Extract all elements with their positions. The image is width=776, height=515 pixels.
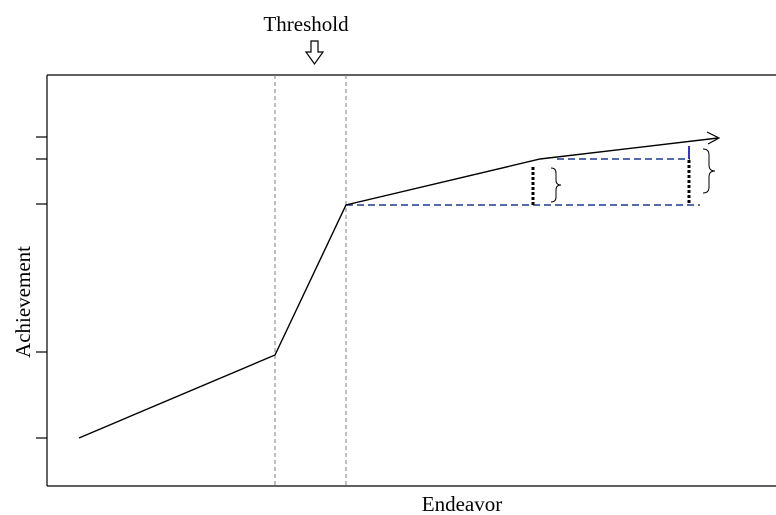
x-axis-label: Endeavor — [422, 492, 502, 515]
first-gap-brace-icon — [550, 167, 562, 203]
threshold-title: Threshold — [263, 12, 349, 36]
y-axis-label: Achievement — [11, 246, 35, 358]
second-gap-brace-icon — [702, 148, 716, 194]
threshold-pointer-icon — [304, 40, 325, 66]
y-axis-ticks — [36, 136, 47, 439]
curve-end-arrowhead-icon — [706, 131, 721, 145]
achievement-curve — [78, 137, 719, 439]
